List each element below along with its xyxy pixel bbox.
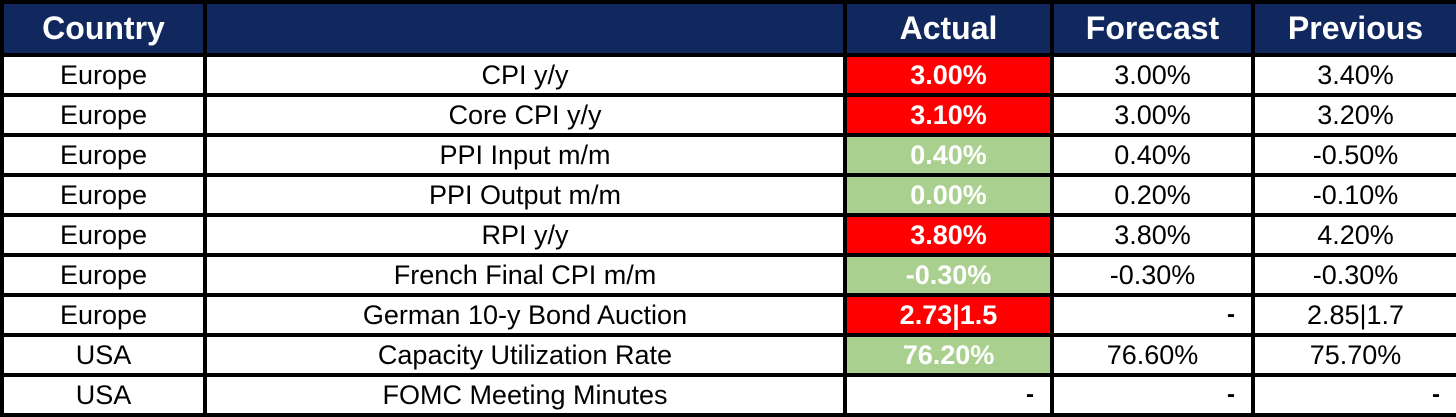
- event-cell: PPI Output m/m: [203, 173, 847, 217]
- table-row: Europe German 10-y Bond Auction 2.73|1.5-2…: [0, 293, 1456, 337]
- forecast-cell: -: [1050, 373, 1255, 417]
- country-cell: Europe: [0, 53, 207, 97]
- table-body: Europe CPI y/y 3.00% 3.00% 3.40% Europe Core C…: [0, 53, 1456, 417]
- event-cell: CPI y/y: [203, 53, 847, 97]
- header-actual: Actual: [843, 0, 1054, 57]
- actual-cell: 3.10%: [843, 93, 1054, 137]
- event-cell: Core CPI y/y: [203, 93, 847, 137]
- actual-cell: 3.00%: [843, 53, 1054, 97]
- previous-cell: 75.70%: [1251, 333, 1456, 377]
- actual-cell: 0.00%: [843, 173, 1054, 217]
- event-cell: Capacity Utilization Rate: [203, 333, 847, 377]
- table-row: Europe PPI Output m/m 0.00% 0.20% -0.10%: [0, 173, 1456, 217]
- forecast-cell: 0.40%: [1050, 133, 1255, 177]
- previous-cell: -0.30%: [1251, 253, 1456, 297]
- country-cell: Europe: [0, 253, 207, 297]
- country-cell: Europe: [0, 93, 207, 137]
- previous-cell: -0.50%: [1251, 133, 1456, 177]
- table-row: Europe Core CPI y/y 3.10% 3.00% 3.20%: [0, 93, 1456, 137]
- country-cell: USA: [0, 373, 207, 417]
- table-row: Europe PPI Input m/m 0.40% 0.40% -0.50%: [0, 133, 1456, 177]
- table-row: Europe CPI y/y 3.00% 3.00% 3.40%: [0, 53, 1456, 97]
- actual-cell: 3.80%: [843, 213, 1054, 257]
- table-header: Country Actual Forecast Previous: [0, 0, 1456, 57]
- header-country: Country: [0, 0, 207, 57]
- previous-cell: 3.40%: [1251, 53, 1456, 97]
- event-cell: French Final CPI m/m: [203, 253, 847, 297]
- country-cell: Europe: [0, 173, 207, 217]
- header-row: Country Actual Forecast Previous: [0, 0, 1456, 57]
- previous-cell: -: [1251, 373, 1456, 417]
- header-forecast: Forecast: [1050, 0, 1255, 57]
- previous-cell: -0.10%: [1251, 173, 1456, 217]
- forecast-cell: 3.00%: [1050, 93, 1255, 137]
- event-cell: German 10-y Bond Auction: [203, 293, 847, 337]
- actual-cell: -0.30%: [843, 253, 1054, 297]
- previous-cell: 4.20%: [1251, 213, 1456, 257]
- forecast-cell: 3.00%: [1050, 53, 1255, 97]
- header-previous: Previous: [1251, 0, 1456, 57]
- country-cell: USA: [0, 333, 207, 377]
- country-cell: Europe: [0, 213, 207, 257]
- table-row: USA FOMC Meeting Minutes - - -: [0, 373, 1456, 417]
- actual-cell: 76.20%: [843, 333, 1054, 377]
- country-cell: Europe: [0, 293, 207, 337]
- table-row: USA Capacity Utilization Rate 76.20% 76.60%…: [0, 333, 1456, 377]
- forecast-cell: -: [1050, 293, 1255, 337]
- table-row: Europe RPI y/y 3.80% 3.80% 4.20%: [0, 213, 1456, 257]
- forecast-cell: -0.30%: [1050, 253, 1255, 297]
- event-cell: RPI y/y: [203, 213, 847, 257]
- event-cell: PPI Input m/m: [203, 133, 847, 177]
- forecast-cell: 3.80%: [1050, 213, 1255, 257]
- previous-cell: 3.20%: [1251, 93, 1456, 137]
- forecast-cell: 76.60%: [1050, 333, 1255, 377]
- actual-cell: -: [843, 373, 1054, 417]
- actual-cell: 2.73|1.5: [843, 293, 1054, 337]
- event-cell: FOMC Meeting Minutes: [203, 373, 847, 417]
- forecast-cell: 0.20%: [1050, 173, 1255, 217]
- country-cell: Europe: [0, 133, 207, 177]
- previous-cell: 2.85|1.7: [1251, 293, 1456, 337]
- header-event: [203, 0, 847, 57]
- table-row: Europe French Final CPI m/m -0.30% -0.30% -0…: [0, 253, 1456, 297]
- actual-cell: 0.40%: [843, 133, 1054, 177]
